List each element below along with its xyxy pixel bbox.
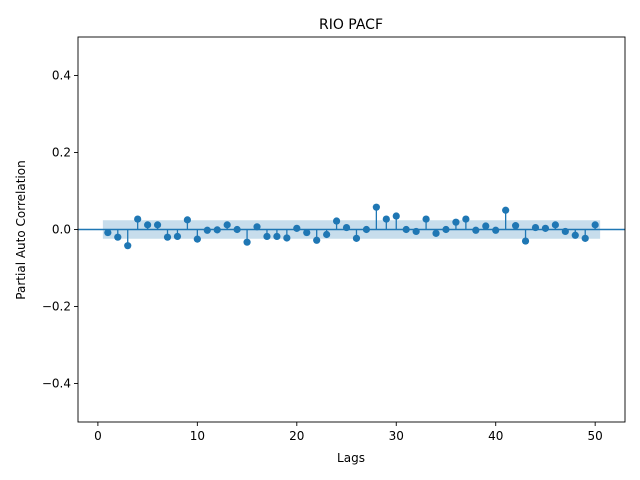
data-point — [412, 227, 420, 236]
y-tick-label: −0.4 — [42, 377, 71, 391]
data-point — [571, 231, 579, 239]
data-point — [134, 215, 142, 223]
data-point — [581, 234, 589, 242]
data-point — [392, 212, 400, 220]
data-point — [531, 223, 540, 232]
x-tick-label: 40 — [488, 429, 503, 443]
x-axis-label: Lags — [337, 451, 365, 465]
data-point — [362, 225, 371, 234]
y-tick-label: 0.2 — [52, 146, 71, 160]
data-point — [422, 215, 430, 223]
data-point — [482, 222, 490, 230]
data-point — [472, 226, 480, 234]
data-point — [342, 223, 351, 232]
data-point — [114, 233, 122, 241]
data-point — [492, 226, 500, 234]
x-tick-label: 0 — [94, 429, 102, 443]
data-point — [332, 217, 341, 225]
data-point — [452, 218, 460, 226]
data-point — [283, 234, 291, 242]
data-point — [163, 233, 172, 241]
data-point — [153, 221, 162, 229]
data-point — [502, 206, 510, 214]
data-point — [511, 222, 520, 230]
data-point — [432, 229, 440, 237]
data-point — [263, 232, 271, 241]
x-tick-label: 30 — [389, 429, 404, 443]
data-point — [203, 226, 211, 234]
data-point — [442, 225, 450, 234]
data-point — [223, 221, 231, 229]
data-point — [213, 226, 221, 234]
data-point — [183, 216, 191, 224]
data-point — [144, 221, 152, 229]
data-point — [382, 215, 390, 223]
chart-title: RIO PACF — [319, 17, 383, 33]
data-point — [551, 221, 559, 229]
data-point — [253, 223, 261, 231]
data-point — [124, 242, 132, 250]
data-point — [293, 224, 301, 232]
data-point — [541, 224, 550, 232]
data-point — [173, 232, 182, 241]
data-point — [462, 215, 470, 223]
x-tick-label: 10 — [190, 429, 205, 443]
data-point — [233, 225, 241, 234]
data-point — [521, 237, 530, 245]
x-tick-label: 20 — [289, 429, 304, 443]
y-axis-label: Partial Auto Correlation — [14, 160, 28, 299]
data-point — [243, 238, 251, 246]
data-point — [352, 234, 361, 242]
data-point — [273, 232, 281, 241]
data-point — [313, 236, 321, 244]
y-tick-label: 0.4 — [52, 69, 71, 83]
y-tick-label: 0.0 — [52, 223, 71, 237]
data-point — [104, 228, 112, 237]
data-point — [591, 221, 599, 229]
data-point — [402, 225, 410, 234]
data-point — [372, 203, 380, 211]
data-point — [193, 235, 201, 243]
x-tick-label: 50 — [588, 429, 603, 443]
data-point — [323, 230, 331, 239]
y-tick-label: −0.2 — [42, 300, 71, 314]
data-point — [561, 227, 569, 236]
data-point — [303, 228, 311, 237]
